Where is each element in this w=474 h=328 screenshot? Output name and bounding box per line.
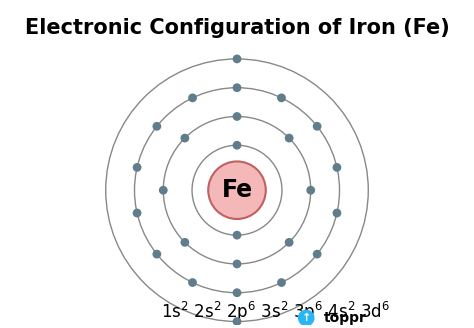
Point [285,135,293,141]
Point [189,280,196,285]
Text: 1s$^2$ 2s$^2$ 2p$^6$ 3s$^2$ 3p$^6$ 4s$^2$ 3d$^6$: 1s$^2$ 2s$^2$ 2p$^6$ 3s$^2$ 3p$^6$ 4s$^2… [161,299,390,324]
Point [233,319,241,324]
Text: Fe: Fe [221,178,253,202]
Text: Electronic Configuration of Iron (Fe): Electronic Configuration of Iron (Fe) [25,18,449,38]
Point [233,85,241,90]
Point [333,165,341,170]
Point [233,143,241,148]
Text: ↑: ↑ [301,313,311,323]
Point [189,95,196,100]
Point [278,95,285,100]
Point [133,210,141,215]
Circle shape [299,310,314,325]
Point [285,240,293,245]
Circle shape [208,161,266,219]
Point [333,210,341,215]
Point [159,188,167,193]
Point [307,188,315,193]
Point [313,252,321,257]
Point [233,114,241,119]
Point [233,233,241,238]
Text: toppr: toppr [324,311,367,325]
Point [233,261,241,267]
Point [233,290,241,295]
Point [153,252,161,257]
Point [233,56,241,62]
Point [133,165,141,170]
Point [181,240,189,245]
Point [278,280,285,285]
Point [153,124,161,129]
Point [313,124,321,129]
Point [181,135,189,141]
